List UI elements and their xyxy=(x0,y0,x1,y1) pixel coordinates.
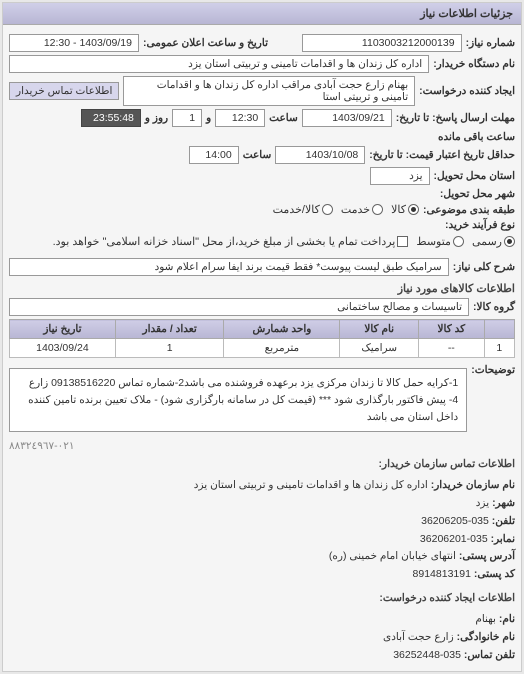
buyer-org-field: اداره کل زندان ها و اقدامات تامینی و ترب… xyxy=(9,55,429,73)
radio-both-label: کالا/خدمت xyxy=(273,203,320,216)
validity-time-field: 14:00 xyxy=(189,146,239,164)
remain-time-field: 23:55:48 xyxy=(81,109,141,127)
th-2: نام کالا xyxy=(340,320,419,339)
td-5: 1403/09/24 xyxy=(10,339,116,358)
checkbox-payment[interactable] xyxy=(397,236,408,247)
th-3: واحد شمارش xyxy=(224,320,340,339)
goods-info-header: اطلاعات کالاهای مورد نیاز xyxy=(9,282,515,295)
requester-label: ایجاد کننده درخواست: xyxy=(419,85,515,97)
validity-date-field: 1403/10/08 xyxy=(275,146,365,164)
need-title-label: شرح کلی نیاز: xyxy=(453,261,515,273)
table-row[interactable]: 1 -- سرامیک مترمربع 1 1403/09/24 xyxy=(10,339,515,358)
send-date-field: 1403/09/21 xyxy=(302,109,392,127)
contact-city-label: شهر: xyxy=(492,497,515,509)
time-label-1: ساعت xyxy=(269,112,298,124)
footer-phone: ٠٢١-٨٨٣٢٤٩٦٧ xyxy=(9,438,515,456)
creator-contact-header: اطلاعات ایجاد کننده درخواست: xyxy=(9,590,515,608)
remain-label: ساعت باقی مانده xyxy=(438,131,515,143)
goods-table: کد کالا نام کالا واحد شمارش تعداد / مقدا… xyxy=(9,319,515,358)
need-title-field: سرامیک طبق لیست پیوست* فقط قیمت برند ایف… xyxy=(9,258,449,276)
and-label: و xyxy=(206,112,211,124)
td-0: 1 xyxy=(484,339,514,358)
need-number-field: 1103003212000139 xyxy=(302,34,462,52)
contact-phone: 035-36206205 xyxy=(421,515,489,527)
city-label: شهر محل تحویل: xyxy=(440,188,515,200)
goods-group-field: تاسیسات و مصالح ساختمانی xyxy=(9,298,469,316)
contact-postal-label: آدرس پستی: xyxy=(459,550,515,562)
contact-fax: 035-36206201 xyxy=(420,533,488,545)
contact-city: یزد xyxy=(476,497,489,509)
radio-both[interactable] xyxy=(322,204,333,215)
contact-buyer-button[interactable]: اطلاعات تماس خریدار xyxy=(9,82,119,100)
province-field: یزد xyxy=(370,167,430,185)
creator-name: بهنام xyxy=(475,613,496,625)
send-deadline-label: مهلت ارسال پاسخ: تا تاریخ: xyxy=(396,112,515,124)
description-label: توضیحات: xyxy=(471,364,515,376)
contact-fax-label: نمابر: xyxy=(491,533,515,545)
details-panel: جزئیات اطلاعات نیاز شماره نیاز: 11030032… xyxy=(2,2,522,672)
buyer-contact-section: ٠٢١-٨٨٣٢٤٩٦٧ اطلاعات تماس سازمان خریدار:… xyxy=(9,438,515,664)
goods-group-label: گروه کالا: xyxy=(473,301,515,313)
th-0 xyxy=(484,320,514,339)
td-2: سرامیک xyxy=(340,339,419,358)
requester-field: بهنام زارع حجت آبادی مراقب اداره کل زندا… xyxy=(123,76,415,106)
send-time-field: 12:30 xyxy=(215,109,265,127)
panel-header: جزئیات اطلاعات نیاز xyxy=(3,3,521,25)
contact-phone-label: تلفن: xyxy=(492,515,515,527)
description-box: 1-کرایه حمل کالا تا زندان مرکزی یزد برعه… xyxy=(9,368,467,432)
radio-rasmi[interactable] xyxy=(504,236,515,247)
contact-postal: انتهای خیابان امام خمینی (ره) xyxy=(329,550,456,562)
province-label: استان محل تحویل: xyxy=(434,170,515,182)
creator-name-label: نام: xyxy=(499,613,515,625)
radio-rasmi-label: رسمی xyxy=(472,235,502,248)
validity-label: حداقل تاریخ اعتبار قیمت: تا تاریخ: xyxy=(369,149,515,161)
creator-family-label: نام خانوادگی: xyxy=(457,631,515,643)
th-1: کد کالا xyxy=(419,320,485,339)
buyer-contact-header: اطلاعات تماس سازمان خریدار: xyxy=(9,456,515,474)
radio-medium-label: متوسط xyxy=(416,235,451,248)
creator-phone: 035-36252448 xyxy=(393,649,461,661)
th-4: تعداد / مقدار xyxy=(115,320,224,339)
th-5: تاریخ نیاز xyxy=(10,320,116,339)
budget-radio-group: کالا خدمت کالا/خدمت xyxy=(273,203,419,216)
radio-service[interactable] xyxy=(372,204,383,215)
td-4: 1 xyxy=(115,339,224,358)
table-header-row: کد کالا نام کالا واحد شمارش تعداد / مقدا… xyxy=(10,320,515,339)
creator-family: زارع حجت آبادی xyxy=(383,631,454,643)
buyer-org-label: نام دستگاه خریدار: xyxy=(433,58,515,70)
announce-label: تاریخ و ساعت اعلان عمومی: xyxy=(143,37,268,49)
need-number-label: شماره نیاز: xyxy=(466,37,515,49)
budget-label: طبقه بندی موضوعی: xyxy=(423,204,515,216)
radio-kala-label: کالا xyxy=(391,203,406,216)
contact-postcode-label: کد پستی: xyxy=(474,568,515,580)
day-label: روز و xyxy=(145,112,168,124)
td-1: -- xyxy=(419,339,485,358)
process-label: نوع فرآیند خرید: xyxy=(445,219,515,231)
radio-service-label: خدمت xyxy=(341,203,370,216)
time-label-2: ساعت xyxy=(243,149,272,161)
process-radio-group: رسمی متوسط پرداخت تمام یا بخشی از مبلغ خ… xyxy=(53,235,515,248)
checkbox-payment-label: پرداخت تمام یا بخشی از مبلغ خرید،از محل … xyxy=(53,235,396,248)
radio-kala[interactable] xyxy=(408,204,419,215)
panel-body: شماره نیاز: 1103003212000139 تاریخ و ساع… xyxy=(3,25,521,671)
td-3: مترمربع xyxy=(224,339,340,358)
buyer-name-label: نام سازمان خریدار: xyxy=(431,479,515,491)
radio-medium[interactable] xyxy=(453,236,464,247)
contact-postcode: 8914813191 xyxy=(413,568,471,580)
buyer-name: اداره کل زندان ها و اقدامات تامینی و ترب… xyxy=(194,479,428,491)
day-count-field: 1 xyxy=(172,109,202,127)
announce-field: 1403/09/19 - 12:30 xyxy=(9,34,139,52)
creator-phone-label: تلفن تماس: xyxy=(464,649,515,661)
